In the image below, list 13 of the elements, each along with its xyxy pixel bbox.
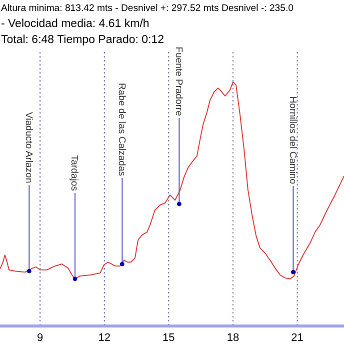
annotation: Viaducto Arlazon	[22, 112, 34, 184]
annotation: Hornillos del Camino	[286, 96, 298, 184]
x-tick-label: 18	[226, 332, 240, 344]
annotation: Tardajos	[68, 154, 80, 192]
x-tick-label: 15	[162, 332, 175, 344]
annotation: Fuente Pradorre	[172, 46, 184, 116]
x-tick-label: 12	[98, 332, 111, 344]
text: Total: 6:48 Tiempo Parado: 0:12	[1, 34, 164, 46]
x-tick-label: 9	[37, 332, 44, 344]
x-tick-label: 21	[291, 332, 304, 344]
chart-title: Altura minima: 813.42 mts - Desnivel +: 297.52 mts Desnivel -: 235.0	[1, 3, 294, 14]
annotation: Rabe de las Calzadas	[116, 83, 127, 176]
chart-subtitle: - Velocidad media: 4.61 km/h	[1, 18, 150, 30]
